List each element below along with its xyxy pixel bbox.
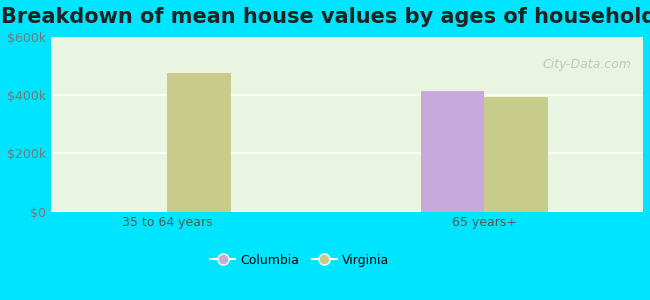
Legend: Columbia, Virginia: Columbia, Virginia xyxy=(205,249,394,272)
Bar xyxy=(421,91,484,212)
Bar xyxy=(167,73,231,212)
Bar xyxy=(484,97,548,212)
Title: Breakdown of mean house values by ages of householders: Breakdown of mean house values by ages o… xyxy=(1,7,650,27)
Text: City-Data.com: City-Data.com xyxy=(542,58,631,71)
